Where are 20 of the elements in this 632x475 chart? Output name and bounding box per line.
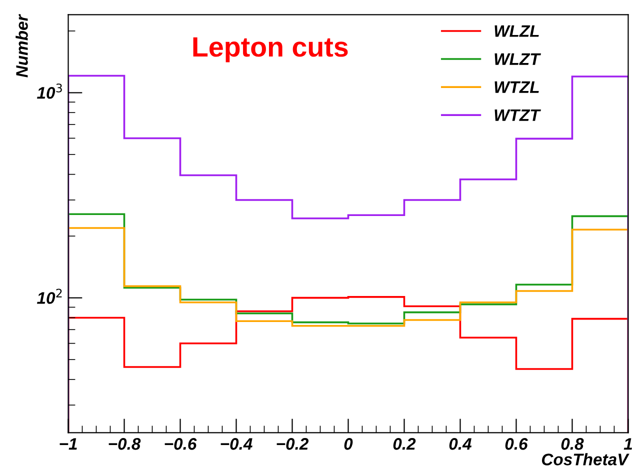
x-tick-label: −0.6 bbox=[164, 438, 197, 450]
legend-label: WLZL bbox=[494, 25, 539, 37]
y-tick-label: 10$^{2}$ bbox=[36, 288, 62, 304]
x-tick-label: 1 bbox=[624, 438, 632, 450]
x-tick-label: −0.2 bbox=[276, 438, 309, 450]
x-tick-label: 0.4 bbox=[449, 438, 472, 450]
x-axis-title: CosThetaV bbox=[542, 453, 630, 466]
legend-label: WLZT bbox=[494, 53, 541, 65]
legend-label: WTZL bbox=[494, 81, 539, 93]
y-axis-title: Number bbox=[16, 14, 28, 78]
legend-label: WTZT bbox=[494, 109, 541, 121]
x-tick-label: −0.4 bbox=[220, 438, 252, 450]
annotation: Lepton cuts bbox=[193, 37, 348, 62]
x-tick-label: 0.6 bbox=[505, 438, 528, 450]
x-tick-label: 0.8 bbox=[561, 438, 584, 450]
y-tick-label: 10$^{3}$ bbox=[36, 84, 62, 99]
x-tick-label: −1 bbox=[60, 438, 77, 450]
x-tick-label: 0.2 bbox=[393, 438, 416, 450]
x-tick-label: 0 bbox=[344, 438, 353, 450]
x-tick-label: −0.8 bbox=[108, 438, 141, 450]
